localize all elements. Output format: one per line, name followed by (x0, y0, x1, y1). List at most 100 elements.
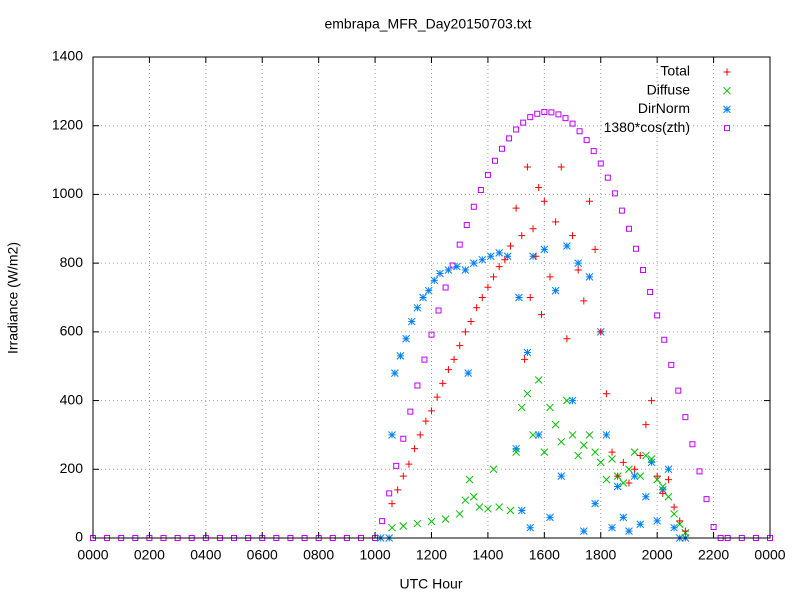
x-tick-label: 0200 (134, 547, 165, 563)
data-point (421, 356, 428, 363)
data-point (461, 496, 470, 505)
data-point (521, 355, 529, 363)
data-point (613, 482, 622, 491)
data-point (640, 267, 647, 274)
data-point (478, 294, 486, 301)
data-point (562, 115, 569, 122)
data-point (529, 225, 537, 233)
data-point (512, 444, 520, 453)
data-point (546, 273, 554, 281)
data-point (551, 420, 560, 429)
data-point (469, 259, 478, 267)
data-point (245, 535, 252, 541)
data-point (526, 294, 534, 301)
data-point (591, 499, 599, 508)
data-point (583, 137, 590, 144)
data-point (90, 535, 96, 541)
data-point (501, 256, 509, 264)
data-point (574, 451, 583, 460)
data-point (118, 535, 125, 541)
data-point (661, 336, 668, 343)
x-tick-label: 2200 (698, 547, 729, 563)
y-axis-label: Irradiance (W/m2) (5, 242, 21, 354)
data-point (636, 520, 645, 529)
data-point (517, 403, 526, 412)
data-point (625, 527, 633, 535)
data-point (659, 489, 667, 497)
data-point (424, 286, 433, 295)
x-tick-label: 1600 (529, 547, 560, 563)
x-tick-label: 1200 (416, 547, 447, 563)
data-point (696, 468, 703, 475)
data-point (574, 259, 583, 267)
data-point (495, 503, 504, 511)
data-point (400, 435, 407, 442)
data-point (433, 393, 441, 401)
data-point (188, 535, 195, 541)
data-point (618, 207, 625, 214)
data-point (630, 472, 639, 481)
data-point (529, 431, 537, 439)
data-point (489, 465, 498, 474)
data-point (517, 506, 526, 515)
legend-marker (723, 105, 731, 114)
data-point (642, 492, 650, 501)
data-point (463, 222, 470, 229)
data-point (664, 476, 672, 484)
data-point (444, 366, 452, 374)
data-point (648, 397, 656, 405)
data-point (689, 441, 696, 448)
data-point (413, 519, 422, 528)
data-point (315, 535, 322, 541)
data-point (416, 431, 424, 439)
x-tick-label: 1800 (585, 547, 616, 563)
data-point (658, 482, 667, 491)
data-point (602, 475, 611, 484)
data-point (526, 523, 535, 532)
data-point (379, 518, 386, 525)
x-tick-label: 0400 (190, 547, 221, 563)
data-point (435, 307, 442, 314)
data-point (491, 157, 498, 164)
data-point (484, 171, 491, 178)
data-point (461, 328, 469, 336)
data-point (419, 293, 427, 302)
data-point (534, 431, 543, 439)
data-point (664, 492, 673, 501)
data-point (478, 255, 487, 264)
data-point (523, 348, 532, 357)
data-point (343, 535, 350, 541)
data-point (467, 318, 475, 326)
data-point (625, 465, 633, 474)
data-point (518, 232, 526, 240)
data-point (402, 334, 410, 343)
y-tick-label: 400 (60, 391, 84, 407)
data-point (202, 535, 209, 541)
data-point (579, 527, 588, 535)
data-point (534, 376, 543, 384)
data-point (442, 284, 449, 291)
data-point (636, 452, 644, 460)
data-point (506, 242, 514, 250)
data-point (703, 496, 710, 503)
data-point (597, 328, 605, 336)
data-point (611, 190, 618, 197)
data-point (455, 510, 464, 518)
legend-label: DirNorm (638, 100, 690, 116)
data-point (146, 535, 153, 541)
data-point (647, 289, 654, 296)
data-point (174, 535, 181, 541)
data-point (664, 465, 673, 474)
x-tick-label: 0800 (303, 547, 334, 563)
data-point (386, 490, 393, 497)
grid (93, 57, 770, 538)
data-point (444, 266, 453, 274)
data-point (464, 369, 473, 377)
data-point (767, 535, 773, 541)
data-point (259, 535, 266, 541)
data-point (532, 252, 540, 260)
data-point (633, 245, 640, 252)
data-point (580, 297, 588, 305)
data-point (619, 513, 628, 522)
